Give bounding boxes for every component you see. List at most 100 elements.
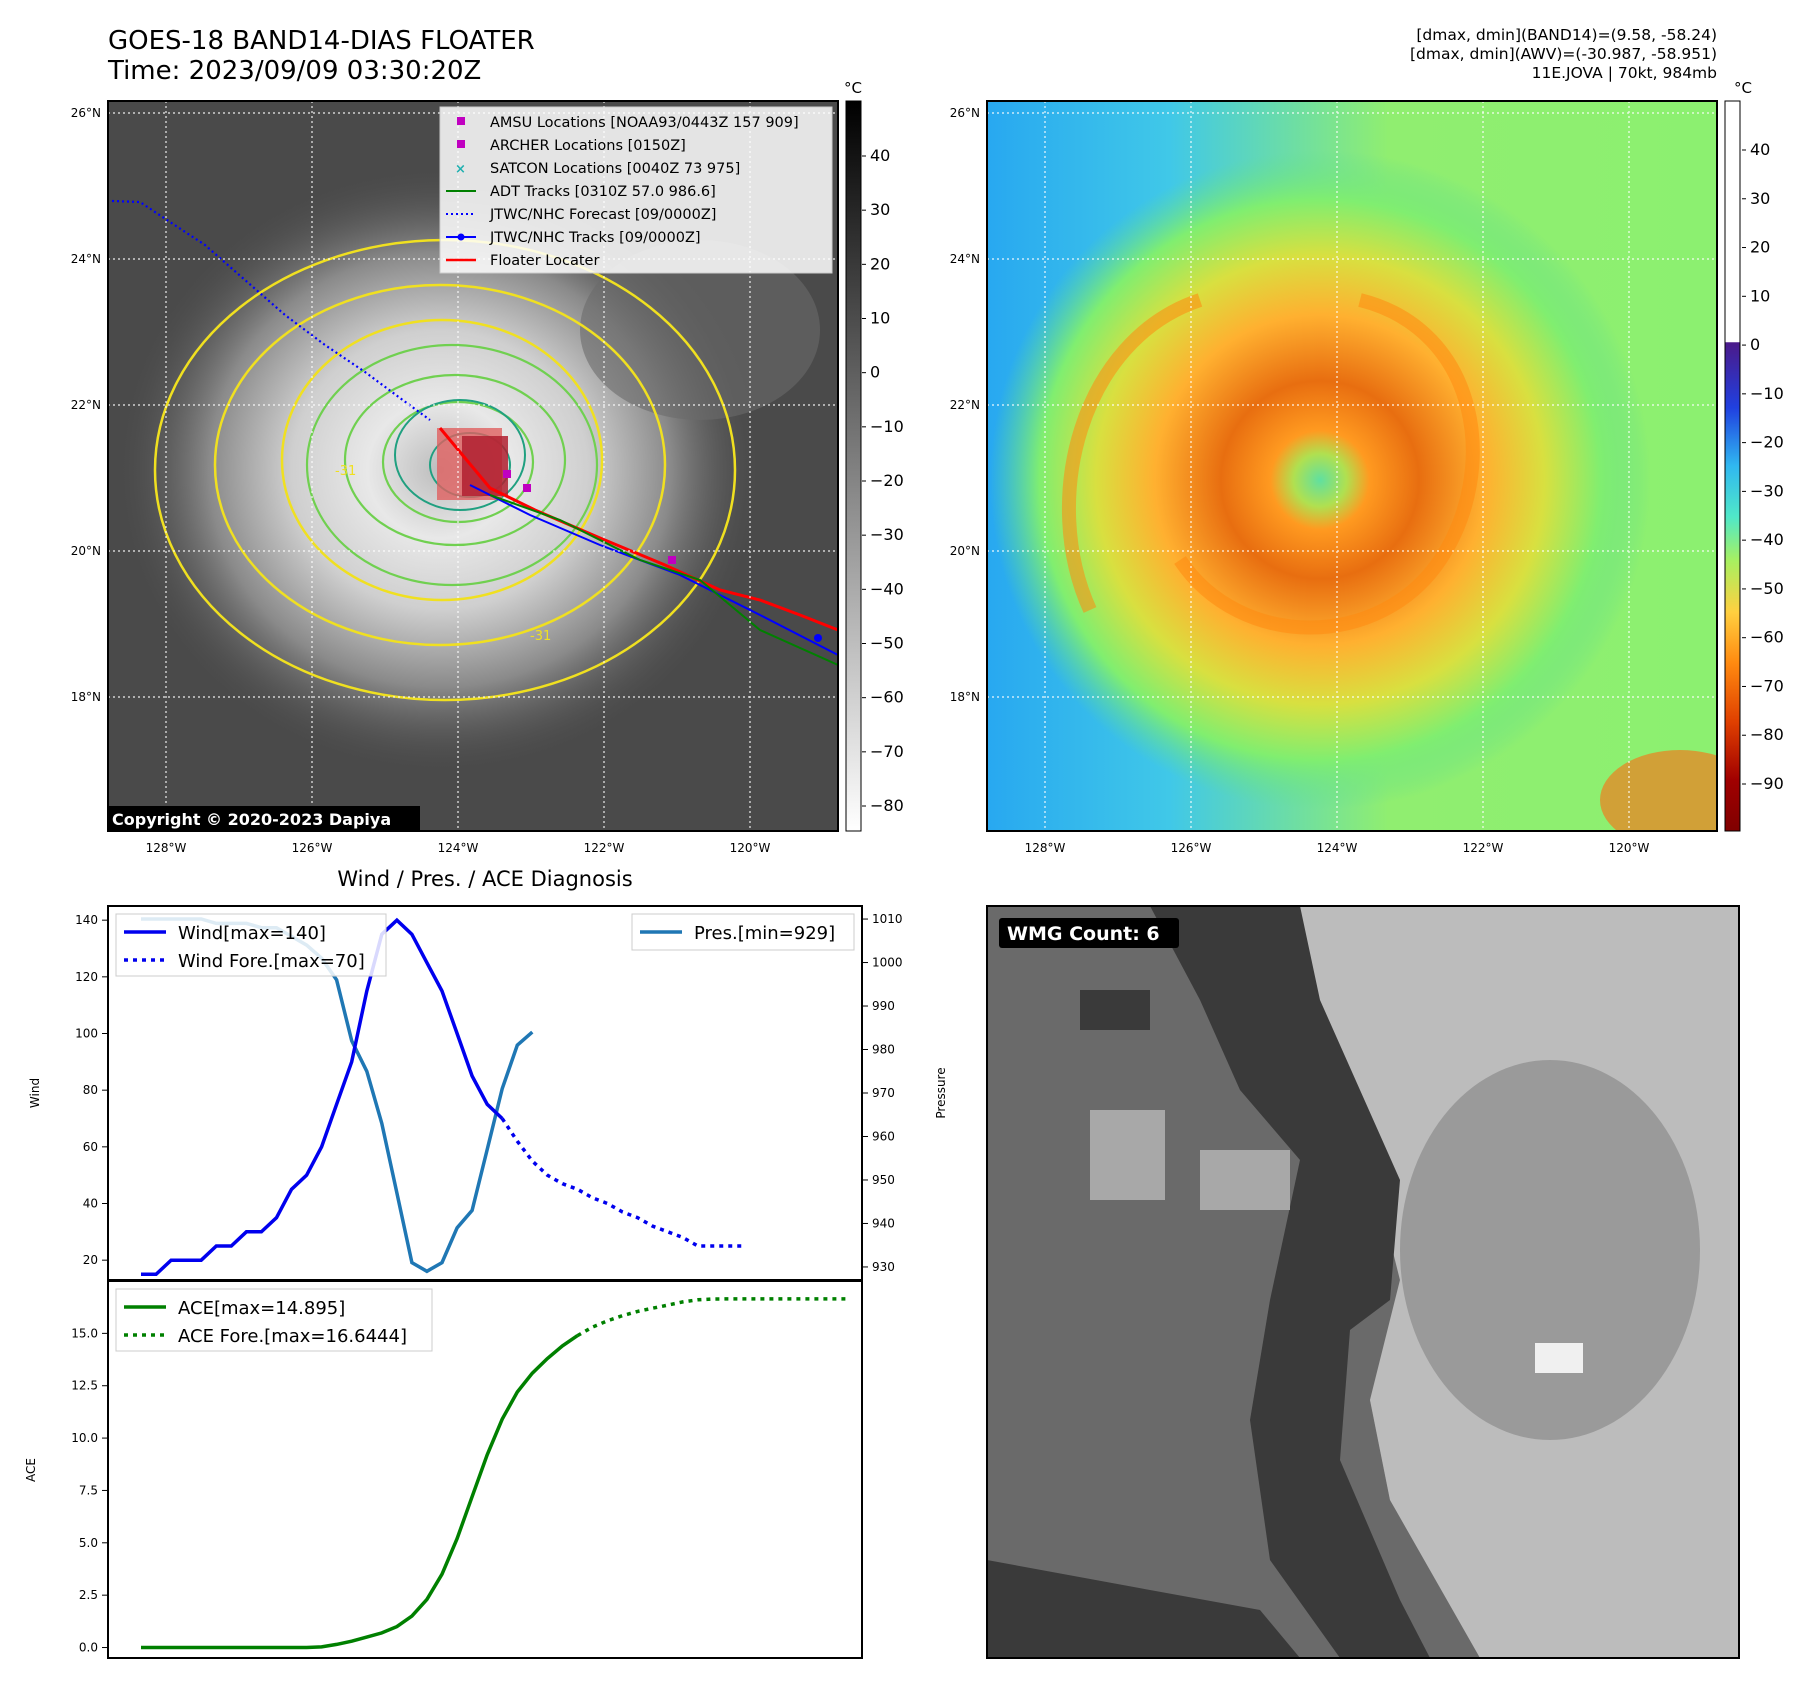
lon-label: 128°W (146, 841, 187, 855)
title-line-1: GOES-18 BAND14-DIAS FLOATER (108, 26, 535, 56)
legend-wind-fore-label: Wind Fore.[max=70] (178, 951, 365, 972)
lon-label: 126°W (292, 841, 333, 855)
axis-tick-label: 960 (872, 1129, 895, 1143)
legend-item: JTWC/NHC Forecast [09/0000Z] (489, 207, 716, 223)
ir-colorbar-unit: °C (844, 79, 862, 97)
colorbar-tick-label: −80 (870, 796, 904, 815)
legend-item: Floater Locater (490, 253, 599, 269)
axis-tick-label: 20 (83, 1253, 98, 1267)
legend-archer-marker (457, 140, 465, 148)
lat-label: 20°N (950, 544, 980, 558)
axis-tick-label: 60 (83, 1140, 98, 1154)
colorbar-tick-label: −60 (870, 688, 904, 707)
axis-tick-label: 80 (83, 1083, 98, 1097)
colorbar-tick-label: −10 (1750, 384, 1784, 403)
axis-tick-label: 980 (872, 1043, 895, 1057)
wmg-badge: WMG Count: 6 (1007, 923, 1160, 945)
colorbar-tick-label: −90 (1750, 774, 1784, 793)
lon-label: 126°W (1171, 841, 1212, 855)
axis-tick-label: 940 (872, 1216, 895, 1230)
ir-legend: AMSU Locations [NOAA93/0443Z 157 909] AR… (439, 106, 833, 274)
lat-label: 20°N (71, 544, 101, 558)
wind-axis-label: Wind (28, 1078, 42, 1108)
lon-label: 124°W (1317, 841, 1358, 855)
colorbar-tick-label: −50 (870, 634, 904, 653)
legend-satcon-marker: × (455, 162, 466, 177)
series-line (141, 917, 504, 1277)
awv-lon-labels: 128°W 126°W 124°W 122°W 120°W (1025, 841, 1650, 855)
wmg-frame (986, 905, 1740, 1659)
axis-tick-label: 40 (83, 1197, 98, 1211)
colorbar-tick-label: −80 (1750, 725, 1784, 744)
awv-colorbar-ticks: 40 30 20 10 0 −10 −20 −30 −40 −50 −60 −70 −80 −90 (1742, 140, 1784, 793)
info-line-3: 11E.JOVA | 70kt, 984mb (1531, 64, 1717, 82)
copyright-text: Copyright © 2020-2023 Dapiya (112, 810, 391, 829)
ace-ticks: 0.0 2.5 5.0 7.5 10.0 12.5 15.0 (71, 1326, 108, 1655)
series-line (141, 1334, 579, 1650)
archer-marker (523, 484, 531, 492)
info-line-2: [dmax, dmin](AWV)=(-30.987, -58.951) (1410, 45, 1717, 63)
legend-item: ARCHER Locations [0150Z] (490, 138, 686, 154)
awv-corner-blob (1600, 750, 1717, 831)
lon-label: 124°W (438, 841, 479, 855)
adt-track (489, 494, 838, 666)
archer-marker-2 (668, 556, 676, 564)
wmg-dark-patch (1080, 990, 1150, 1030)
axis-tick-label: 5.0 (79, 1536, 98, 1550)
ir-colorbar-ticks: 40 30 20 10 0 −10 −20 −30 −40 −50 −60 −70 −80 (862, 146, 904, 815)
colorbar-tick-label: 10 (1750, 286, 1770, 305)
archer-core (462, 436, 508, 496)
wmg-panel: WMG Count: 6 (986, 905, 1740, 1659)
floater-track (438, 427, 838, 632)
ir-frame (107, 100, 839, 832)
wmg-light-patch-2 (1200, 1150, 1290, 1210)
legend-amsu-marker (457, 117, 465, 125)
ace-axis-label: ACE (24, 1458, 38, 1482)
lat-label: 18°N (950, 690, 980, 704)
legend-ace-fore-label: ACE Fore.[max=16.6444] (178, 1326, 407, 1347)
copyright-box (108, 806, 420, 831)
axis-tick-label: 7.5 (79, 1483, 98, 1497)
lon-label: 120°W (1609, 841, 1650, 855)
contour-label-2: -31 (530, 629, 551, 644)
lat-label: 26°N (950, 106, 980, 120)
ir-lat-labels: 26°N 24°N 22°N 20°N 18°N (71, 106, 101, 704)
ace-chart: ACE 0.0 2.5 5.0 7.5 10.0 12.5 15.0 ACE[max=14.… (24, 1280, 863, 1659)
title-line-2: Time: 2023/09/09 03:30:20Z (108, 56, 482, 86)
lat-label: 22°N (71, 398, 101, 412)
awv-vortex (990, 150, 1650, 810)
colorbar-tick-label: −50 (1750, 579, 1784, 598)
axis-tick-label: 950 (872, 1173, 895, 1187)
axis-tick-label: 930 (872, 1260, 895, 1274)
colorbar-tick-label: −70 (1750, 676, 1784, 695)
awv-map-panel: 26°N 24°N 22°N 20°N 18°N 128°W 126°W 124… (950, 79, 1784, 855)
axis-tick-label: 120 (75, 970, 98, 984)
colorbar-tick-label: −40 (870, 579, 904, 598)
axis-tick-label: 1010 (872, 912, 903, 926)
ir-map-panel: -31 -31 26°N 24°N 22°N 20°N 18° (71, 79, 904, 855)
legend-item: ADT Tracks [0310Z 57.0 986.6] (490, 184, 716, 200)
colorbar-tick-label: −70 (870, 742, 904, 761)
colorbar-tick-label: −20 (870, 471, 904, 490)
lat-label: 18°N (71, 690, 101, 704)
axis-tick-label: 1000 (872, 956, 903, 970)
axis-tick-label: 15.0 (71, 1326, 98, 1340)
pressure-ticks: 930 940 950 960 970 980 990 1000 1010 (862, 912, 903, 1274)
ir-colorbar (845, 100, 862, 832)
lon-label: 128°W (1025, 841, 1066, 855)
colorbar-tick-label: −30 (870, 525, 904, 544)
colorbar-tick-label: 30 (1750, 189, 1770, 208)
lat-label: 24°N (71, 252, 101, 266)
awv-frame (986, 100, 1718, 832)
lon-label: 122°W (1463, 841, 1504, 855)
forecast-track (111, 199, 431, 421)
axis-tick-label: 10.0 (71, 1431, 98, 1445)
lat-label: 22°N (950, 398, 980, 412)
contour-label: -31 (335, 464, 356, 479)
colorbar-tick-label: −30 (1750, 481, 1784, 500)
series-line (500, 1117, 743, 1248)
wind-ticks: 20 40 60 80 100 120 140 (75, 913, 108, 1267)
legend-track-dot (457, 233, 465, 241)
legend-pres-label: Pres.[min=929] (694, 923, 835, 944)
wind-legend: Wind[max=140] Wind Fore.[max=70] Pres.[m… (115, 913, 855, 977)
